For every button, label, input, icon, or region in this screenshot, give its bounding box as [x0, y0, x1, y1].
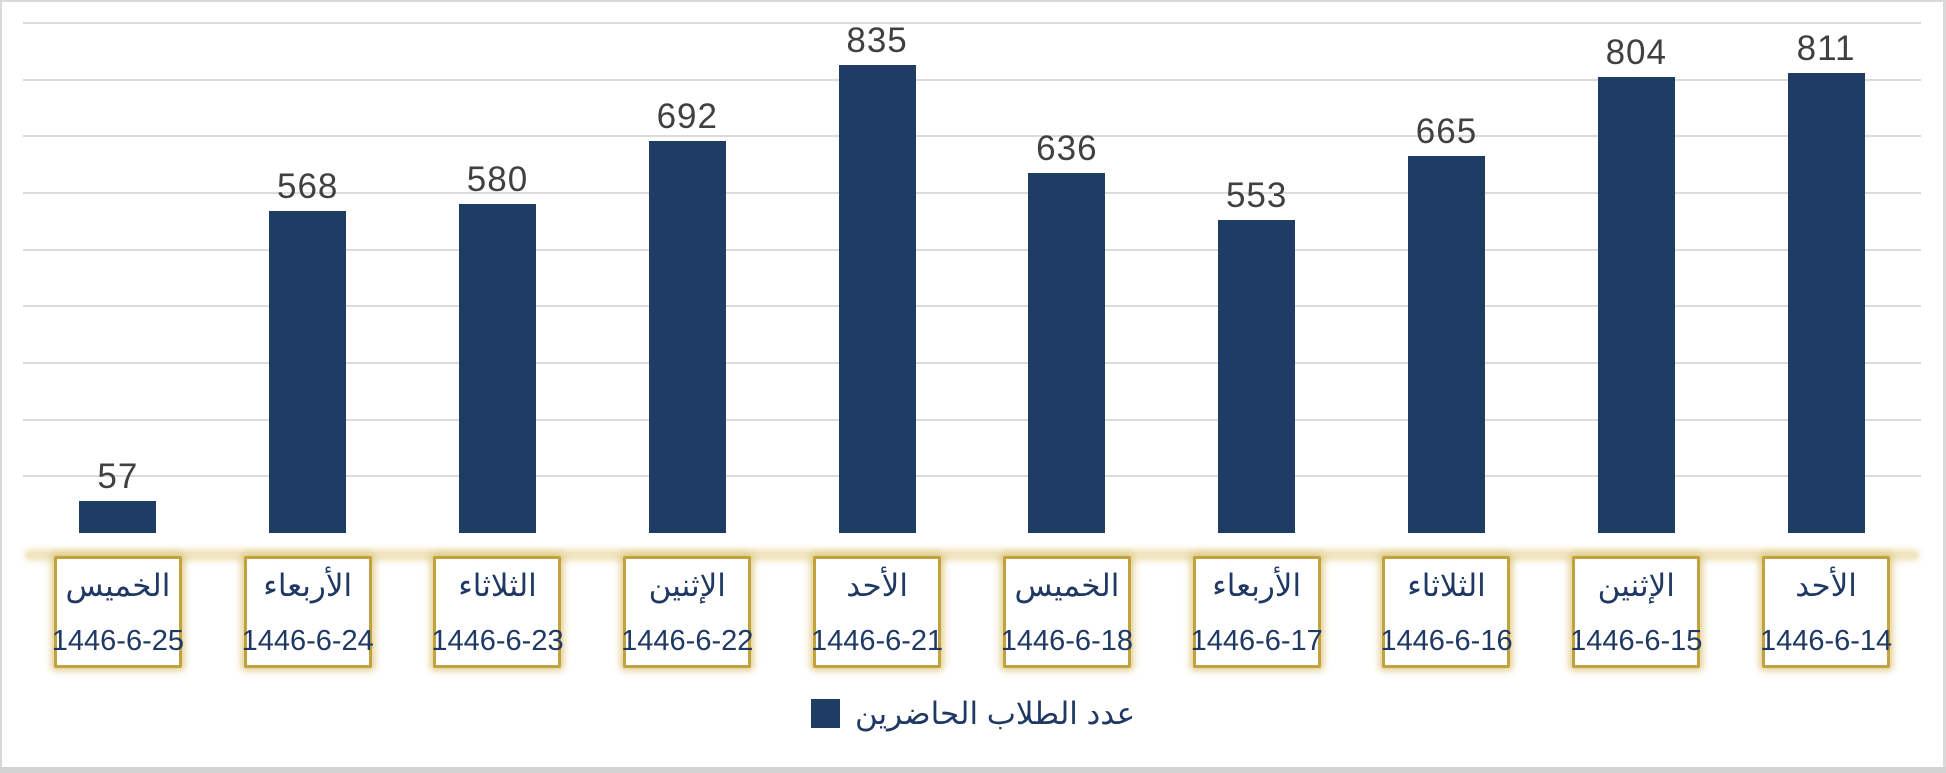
x-label-day: الأحد — [846, 568, 908, 603]
x-label-date: 1446-6-23 — [431, 625, 564, 657]
bar-value-label: 636 — [1036, 128, 1098, 168]
x-label-day: الإثنين — [1597, 568, 1675, 603]
bar[interactable] — [1218, 219, 1296, 533]
x-label-box: الأحد 1446-6-21 — [810, 556, 944, 668]
x-label-box: الثلاثاء 1446-6-16 — [1380, 556, 1513, 668]
x-label-cell: الإثنين 1446-6-22 — [592, 556, 782, 672]
bar-value-label: 811 — [1796, 29, 1856, 69]
bar[interactable] — [1407, 156, 1485, 533]
bar-group: 665 — [1352, 23, 1542, 533]
x-label-date: 1446-6-17 — [1190, 625, 1323, 657]
x-label-cell: الثلاثاء 1446-6-23 — [403, 556, 593, 672]
bar-value-label: 665 — [1415, 112, 1478, 152]
x-label-day: الثلاثاء — [1407, 568, 1486, 603]
gridline-800 — [23, 78, 1921, 81]
bar-series: 57 568 580 692 835 636 553 665 804 811 — [23, 23, 1921, 533]
x-label-date: 1446-6-15 — [1570, 625, 1703, 657]
x-label-cell: الخميس 1446-6-18 — [972, 556, 1162, 672]
x-label-day: الثلاثاء — [458, 568, 537, 603]
x-label-box: الإثنين 1446-6-15 — [1570, 556, 1703, 668]
bar-group: 804 — [1541, 23, 1731, 533]
bar-group: 568 — [213, 23, 403, 533]
bar-group: 692 — [592, 23, 782, 533]
x-label-day: الخميس — [1014, 568, 1120, 603]
x-label-cell: الأربعاء 1446-6-24 — [213, 556, 403, 672]
x-label-day: الخميس — [65, 568, 171, 603]
bar-value-label: 553 — [1225, 175, 1288, 215]
x-label-date: 1446-6-14 — [1759, 625, 1893, 657]
gridline-900 — [23, 22, 1921, 24]
x-label-date: 1446-6-22 — [621, 625, 754, 657]
bar[interactable] — [1028, 172, 1106, 533]
bar-group: 580 — [403, 23, 593, 533]
legend-swatch-icon — [810, 699, 840, 728]
bar[interactable] — [458, 204, 536, 533]
x-label-box: الثلاثاء 1446-6-23 — [431, 556, 564, 668]
x-label-cell: الأحد 1446-6-14 — [1731, 556, 1921, 672]
bar-value-label: 835 — [846, 21, 908, 60]
bar-chart-plot-area: 57 568 580 692 835 636 553 665 804 811 — [23, 22, 1921, 558]
bar-value-label: 804 — [1605, 33, 1667, 73]
x-label-cell: الأحد 1446-6-21 — [782, 556, 972, 672]
bar-group: 57 — [23, 23, 213, 533]
bar-group: 553 — [1162, 23, 1352, 533]
bar[interactable] — [79, 500, 157, 533]
x-label-box: الأربعاء 1446-6-24 — [241, 556, 374, 668]
x-axis-labels: الخميس 1446-6-25 الأربعاء 1446-6-24 الثل… — [23, 556, 1921, 672]
gridline-200 — [23, 418, 1921, 421]
x-label-day: الأربعاء — [263, 568, 353, 603]
x-label-box: الأحد 1446-6-14 — [1759, 556, 1893, 668]
x-label-box: الأربعاء 1446-6-17 — [1190, 556, 1323, 668]
bar[interactable] — [648, 140, 726, 533]
gridline-700 — [23, 135, 1921, 138]
x-label-day: الإثنين — [648, 568, 726, 603]
x-label-day: الأحد — [1795, 568, 1857, 603]
x-label-date: 1446-6-24 — [241, 625, 374, 657]
x-label-box: الإثنين 1446-6-22 — [621, 556, 754, 668]
bar[interactable] — [1787, 73, 1865, 533]
bar[interactable] — [269, 211, 347, 533]
bar-group: 811 — [1731, 23, 1921, 533]
x-axis-baseline — [27, 552, 1917, 558]
gridline-500 — [23, 248, 1921, 251]
x-label-cell: الأربعاء 1446-6-17 — [1162, 556, 1352, 672]
gridline-300 — [23, 362, 1921, 364]
x-label-date: 1446-6-21 — [810, 625, 944, 657]
x-label-date: 1446-6-16 — [1380, 625, 1513, 657]
x-label-cell: الخميس 1446-6-25 — [23, 556, 213, 672]
gridline-100 — [23, 475, 1921, 478]
bar-group: 636 — [972, 23, 1162, 533]
legend-label: عدد الطلاب الحاضرين — [854, 696, 1136, 731]
x-label-date: 1446-6-25 — [51, 625, 184, 657]
x-label-box: الخميس 1446-6-25 — [51, 556, 184, 668]
bar-value-label: 692 — [656, 96, 718, 136]
x-label-day: الأربعاء — [1212, 568, 1302, 603]
bar[interactable] — [838, 65, 916, 533]
bar-value-label: 57 — [97, 456, 139, 496]
x-label-cell: الإثنين 1446-6-15 — [1541, 556, 1731, 672]
x-label-date: 1446-6-18 — [1000, 625, 1133, 657]
x-label-cell: الثلاثاء 1446-6-16 — [1352, 556, 1542, 672]
x-label-box: الخميس 1446-6-18 — [1000, 556, 1133, 668]
bar[interactable] — [1597, 77, 1675, 533]
bar-value-label: 580 — [466, 160, 529, 200]
chart-legend[interactable]: عدد الطلاب الحاضرين — [0, 698, 1946, 729]
gridline-400 — [23, 305, 1921, 308]
gridline-600 — [23, 192, 1921, 194]
bottom-divider — [0, 767, 1946, 773]
bar-group: 835 — [782, 23, 972, 533]
bar-value-label: 568 — [276, 167, 339, 207]
